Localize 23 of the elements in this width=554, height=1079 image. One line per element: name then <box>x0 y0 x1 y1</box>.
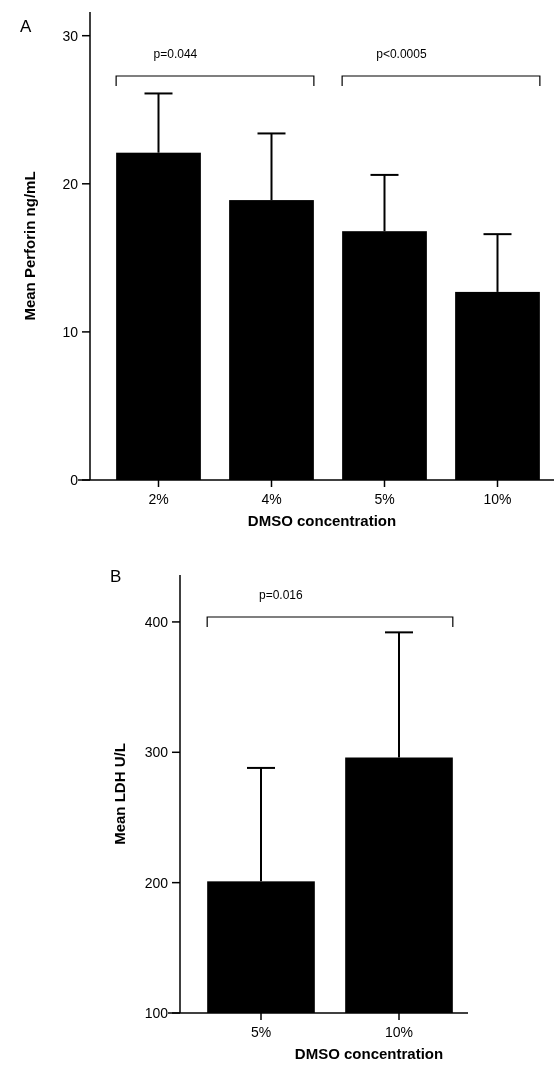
x-tick-label: 10% <box>483 491 512 507</box>
chart-title: A <box>20 17 32 36</box>
y-tick-label: 100 <box>144 1004 169 1021</box>
x-axis-title: DMSO concentration <box>247 512 397 529</box>
annotation: p<0.0005 <box>376 47 427 61</box>
y-axis-title: Mean LDH U/L <box>111 743 128 845</box>
y-axis-title: Mean Perforin ng/mL <box>21 171 38 321</box>
x-tick-label: 4% <box>261 491 282 507</box>
x-tick-label: 2% <box>148 491 169 507</box>
annotation: p=0.016 <box>259 588 304 602</box>
y-tick-label: 10 <box>62 323 79 340</box>
y-tick-label: 400 <box>144 613 169 630</box>
x-axis-title: DMSO concentration <box>294 1045 444 1062</box>
y-tick-label: 0 <box>70 471 79 488</box>
x-tick-label: 10% <box>384 1024 414 1040</box>
y-tick-label: 300 <box>144 744 169 761</box>
annotation: p=0.044 <box>153 47 198 61</box>
x-tick-label: 5% <box>374 491 395 507</box>
y-tick-label: 200 <box>144 874 169 891</box>
x-tick-label: 5% <box>250 1024 272 1040</box>
y-tick-label: 20 <box>62 175 79 192</box>
y-tick-label: 30 <box>62 27 79 44</box>
chart-title: B <box>110 567 122 586</box>
